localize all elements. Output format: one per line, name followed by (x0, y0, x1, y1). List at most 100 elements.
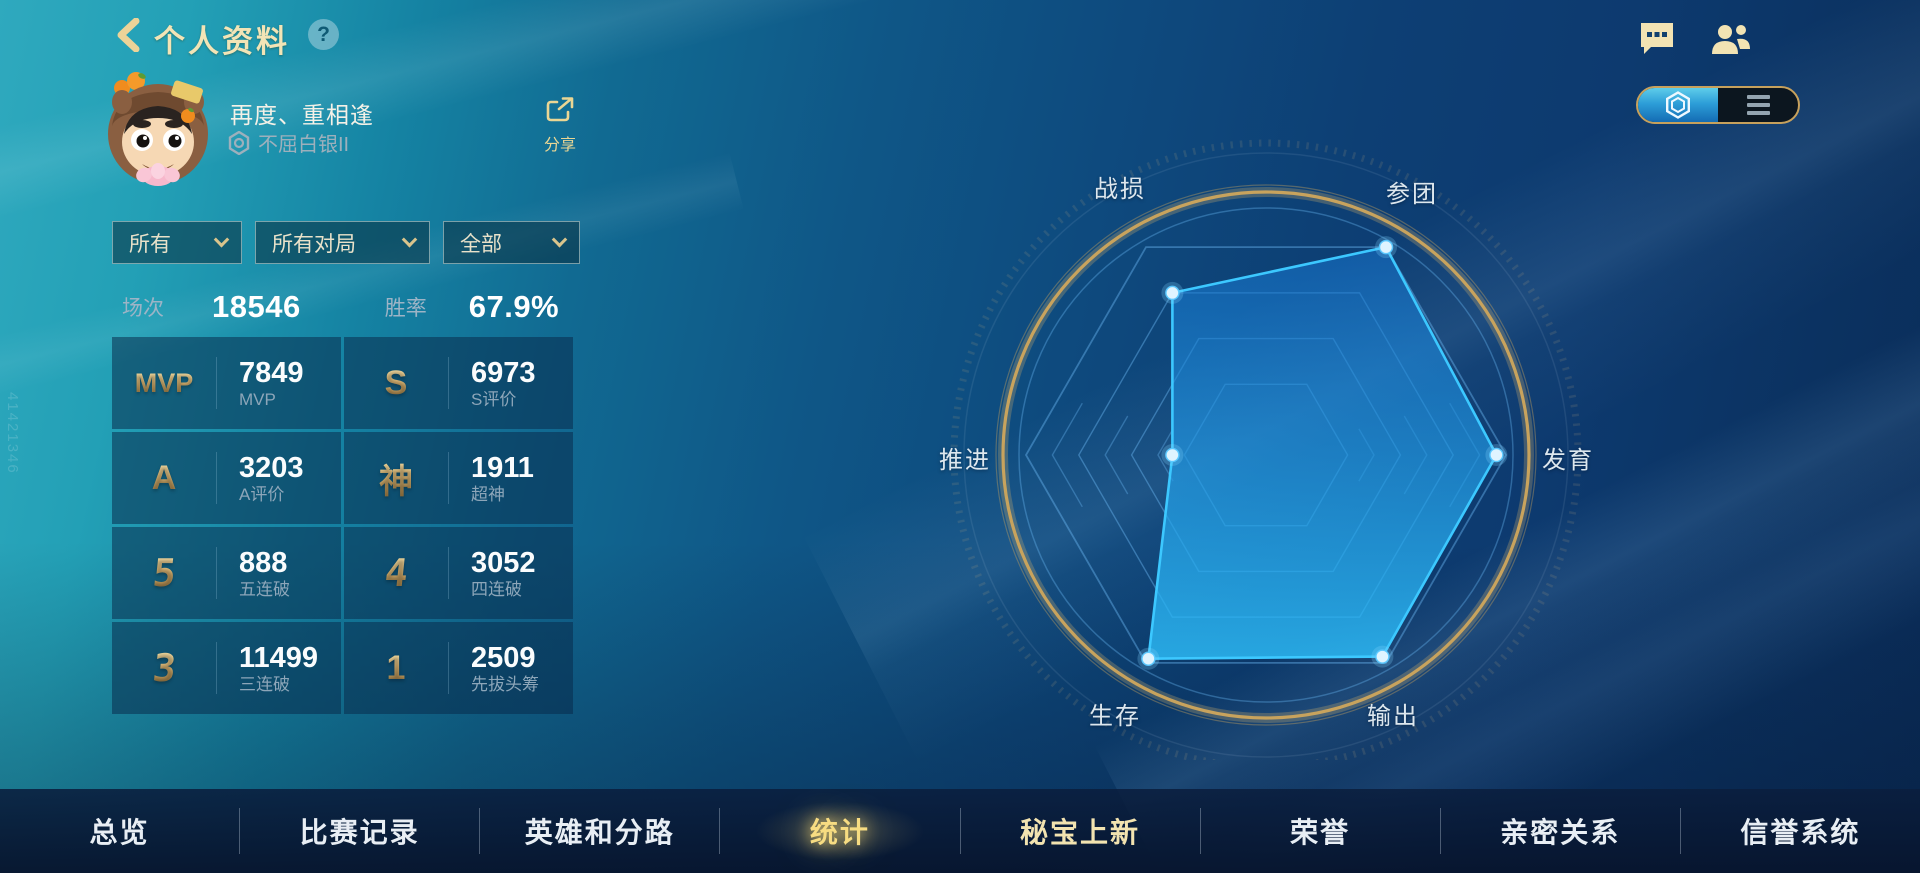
filter-value: 全部 (460, 232, 502, 256)
radar-label-output: 输出 (1367, 703, 1419, 730)
summary-row: 场次 18546 胜率 67.9% (112, 283, 573, 331)
toggle-list-view[interactable] (1718, 88, 1798, 122)
back-button[interactable] (114, 17, 144, 53)
gold-ring-outer (995, 184, 1537, 726)
matches-value: 18546 (212, 289, 301, 324)
stat-value: 11499 (239, 641, 319, 674)
stat-cell-s: S 6973 S评价 (344, 337, 573, 429)
stat-cell-penta: 5 888 五连破 (112, 527, 341, 619)
nav-divider (1439, 808, 1441, 854)
stat-label: 先拔头筹 (471, 674, 539, 694)
stat-cell-a: A 3203 A评价 (112, 432, 341, 524)
share-icon (546, 97, 574, 122)
uid-watermark: 41421346 (4, 392, 21, 475)
winrate-label: 胜率 (384, 297, 427, 320)
tab-heroes-lanes[interactable]: 英雄和分路 (524, 817, 675, 848)
stat-value: 888 (239, 546, 288, 579)
radar-label-damage-taken: 战损 (1094, 176, 1146, 203)
outer-dial-circle (963, 152, 1569, 758)
stat-badge: S (384, 363, 408, 402)
radar-chart (950, 139, 1582, 760)
stat-label: 四连破 (471, 579, 522, 599)
stat-badge: 1 (386, 648, 406, 687)
stat-cell-mvp: MVP 7849 MVP (112, 337, 341, 429)
friends-icon (1712, 25, 1750, 54)
help-button[interactable]: ? (308, 19, 339, 50)
filter-dropdown-hero[interactable]: 所有 (112, 221, 242, 264)
radar-label-teamfight: 参团 (1386, 181, 1438, 208)
tab-treasure-new[interactable]: 秘宝上新 (1020, 817, 1141, 848)
stat-grid: MVP 7849 MVP S 6973 S评价 A 3203 A评价 神 1911 超神… (112, 337, 573, 714)
gold-ring (1001, 190, 1531, 720)
stat-cell-firstblood: 1 2509 先拔头筹 (344, 622, 573, 714)
tab-match-history[interactable]: 比赛记录 (299, 817, 420, 848)
stat-value: 7849 (239, 356, 304, 389)
tab-intimacy[interactable]: 亲密关系 (1500, 817, 1621, 848)
chart-view-toggle (1636, 86, 1800, 124)
filter-bar: 所有 所有对局 全部 (112, 221, 580, 264)
radar-data-points (1137, 236, 1508, 670)
filter-value: 所有对局 (272, 232, 356, 256)
tab-credit-system[interactable]: 信誉系统 (1740, 817, 1861, 848)
stat-value: 3052 (471, 546, 536, 579)
tab-honors[interactable]: 荣誉 (1290, 817, 1351, 848)
stat-label: A评价 (239, 484, 285, 504)
stat-badge: 3 (150, 646, 178, 690)
stat-badge: 4 (382, 551, 410, 595)
winrate-value: 67.9% (468, 289, 560, 324)
radar-label-farming: 发育 (1542, 447, 1594, 474)
list-icon (1746, 95, 1770, 115)
rank-emblem-icon (228, 130, 250, 155)
nav-divider (1199, 808, 1201, 854)
player-avatar[interactable] (102, 72, 214, 188)
radar-label-push: 推进 (939, 447, 991, 474)
nav-divider (719, 808, 721, 854)
stat-cell-quadra: 4 3052 四连破 (344, 527, 573, 619)
filter-dropdown-match-type[interactable]: 所有对局 (255, 221, 430, 264)
stat-value: 2509 (471, 641, 536, 674)
nav-divider (1679, 808, 1681, 854)
stat-label: S评价 (471, 389, 517, 409)
filter-dropdown-season[interactable]: 全部 (443, 221, 580, 264)
filter-value: 所有 (129, 232, 171, 256)
stat-cell-triple: 3 11499 三连破 (112, 622, 341, 714)
nav-divider (479, 808, 481, 854)
stat-badge: A (151, 458, 177, 497)
chat-button[interactable] (1637, 20, 1677, 63)
share-label: 分享 (543, 137, 576, 154)
friends-button[interactable] (1710, 22, 1752, 63)
stat-label: MVP (239, 389, 276, 409)
nav-divider (239, 808, 241, 854)
chevron-down-icon (213, 231, 230, 248)
question-icon: ? (317, 22, 330, 46)
back-arrow-icon (117, 17, 140, 53)
stat-badge: MVP (134, 367, 194, 398)
stat-badge: 5 (150, 551, 178, 595)
rank-label: 不屈白银II (258, 134, 350, 156)
tab-overview[interactable]: 总览 (89, 817, 150, 848)
inner-blue-circle (1018, 207, 1514, 703)
matches-label: 场次 (122, 297, 164, 320)
chevron-down-icon (551, 231, 568, 248)
stat-value: 1911 (471, 451, 534, 484)
toggle-hexagon-view[interactable] (1638, 88, 1718, 122)
radar-label-survival: 生存 (1089, 703, 1141, 730)
stat-value: 6973 (471, 356, 536, 389)
chevron-down-icon (401, 231, 418, 248)
rank-row: 不屈白银II (228, 128, 349, 157)
player-name: 再度、重相逢 (230, 102, 374, 128)
stat-label: 超神 (471, 484, 505, 504)
share-button[interactable]: 分享 (538, 96, 582, 155)
nav-divider (959, 808, 961, 854)
chat-bubble-icon (1641, 23, 1673, 54)
stat-label: 五连破 (239, 579, 290, 599)
hexagon-icon (1665, 91, 1690, 119)
dial-tick-ring (950, 139, 1582, 760)
stat-cell-god: 神 1911 超神 (344, 432, 573, 524)
tab-statistics[interactable]: 统计 (720, 789, 960, 873)
stat-value: 3203 (239, 451, 304, 484)
stat-label: 三连破 (239, 674, 290, 694)
page-title: 个人资料 (154, 24, 290, 59)
bottom-nav: 总览 比赛记录 英雄和分路 统计 秘宝上新 荣誉 亲密关系 信誉系统 (0, 789, 1920, 873)
